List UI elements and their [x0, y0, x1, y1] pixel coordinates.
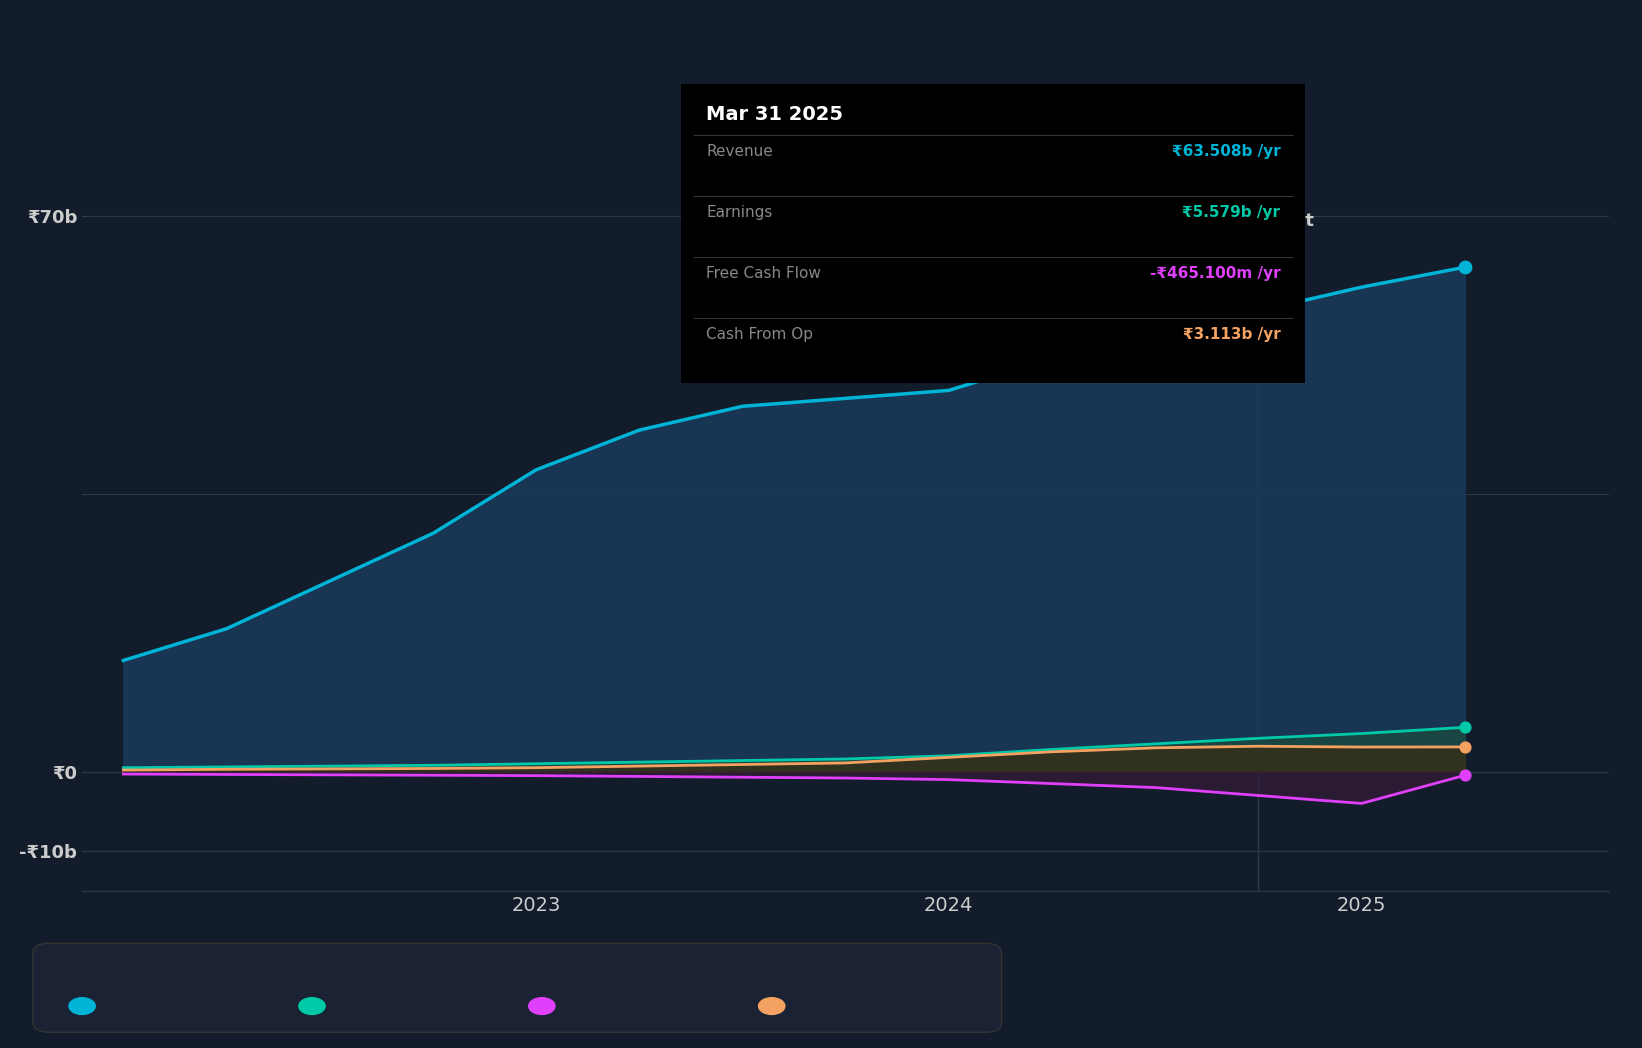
- Point: [1452, 767, 1478, 784]
- Text: ₹3.113b /yr: ₹3.113b /yr: [1182, 327, 1281, 343]
- Text: ₹5.579b /yr: ₹5.579b /yr: [1182, 204, 1281, 220]
- Text: ₹63.508b /yr: ₹63.508b /yr: [1172, 144, 1281, 158]
- Point: [1452, 719, 1478, 736]
- Text: Revenue: Revenue: [103, 997, 182, 1016]
- Text: Earnings: Earnings: [333, 997, 412, 1016]
- Text: Mar 31 2025: Mar 31 2025: [706, 105, 844, 124]
- Text: Cash From Op: Cash From Op: [706, 327, 813, 343]
- Text: Past: Past: [1271, 213, 1315, 231]
- Text: Free Cash Flow: Free Cash Flow: [563, 997, 698, 1016]
- Text: Revenue: Revenue: [706, 144, 773, 158]
- Text: Free Cash Flow: Free Cash Flow: [706, 266, 821, 281]
- Point: [1452, 739, 1478, 756]
- Point: [1452, 259, 1478, 276]
- Text: Earnings: Earnings: [706, 204, 773, 220]
- Text: Cash From Op: Cash From Op: [793, 997, 920, 1016]
- Text: -₹465.100m /yr: -₹465.100m /yr: [1149, 266, 1281, 281]
